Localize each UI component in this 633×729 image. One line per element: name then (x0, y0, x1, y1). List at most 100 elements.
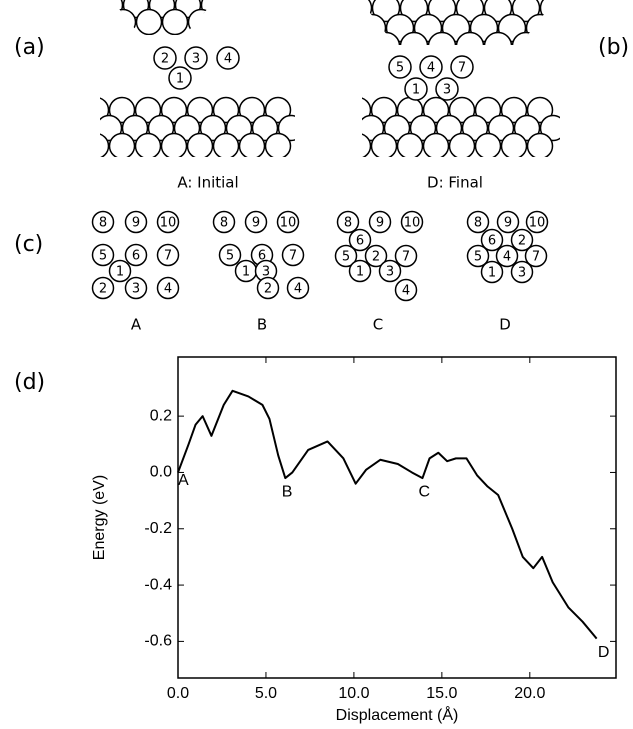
slab-atom (435, 114, 463, 142)
x-tick-label: 0.0 (167, 685, 189, 702)
atom (348, 259, 372, 283)
slab-atom (525, 13, 555, 43)
slab-atom (187, 8, 215, 35)
slab-atom (135, 8, 163, 35)
slab-atom (212, 96, 240, 124)
slab-atom (422, 96, 450, 124)
slab-atom (483, 31, 513, 45)
atom (156, 210, 180, 234)
x-tick-label: 15.0 (426, 685, 457, 702)
slab-atom (108, 132, 136, 157)
atom-number: 2 (161, 52, 169, 67)
atom-number: 4 (294, 282, 302, 297)
slab-atom (526, 132, 554, 157)
y-tick-label: -0.6 (144, 633, 172, 650)
atom-number: 9 (504, 216, 512, 231)
slab-atom (264, 96, 292, 124)
atom (336, 210, 360, 234)
atom (348, 228, 372, 252)
slab-atom (121, 114, 149, 142)
slab (362, 96, 560, 157)
slab-atom (422, 132, 450, 157)
atom-number: 9 (376, 216, 384, 231)
atom (378, 259, 402, 283)
atom (419, 55, 443, 79)
slab-atom (427, 0, 457, 23)
slab-atom (264, 132, 292, 157)
plot-frame (177, 356, 617, 679)
atom-number: 1 (116, 265, 124, 280)
atom-number: 4 (503, 250, 511, 265)
slab-atom (539, 31, 555, 45)
y-axis-label: Energy (eV) (91, 475, 108, 560)
atom (124, 210, 148, 234)
atom-number: 6 (488, 234, 496, 249)
atom (276, 210, 300, 234)
atom (450, 55, 474, 79)
atom (394, 244, 418, 268)
slab-atom (360, 0, 373, 23)
slab-atom (513, 114, 541, 142)
y-tick-label: 0.2 (150, 407, 172, 424)
atom (510, 260, 534, 284)
atom-number: 8 (220, 216, 228, 231)
slab-atom (427, 31, 457, 45)
slab-atom (370, 96, 398, 124)
slab (360, 0, 555, 45)
atom-number: 3 (192, 52, 200, 67)
atom-number: 5 (226, 249, 234, 264)
energy-chart: 0.2 0.0 -0.2 -0.4 -0.6 0.0 5.0 10.0 15.0 20.0 Disp… (91, 356, 617, 724)
atom (524, 244, 548, 268)
configuration-caption: B (257, 316, 267, 334)
atom-number: 9 (252, 216, 260, 231)
slab-atom (526, 96, 554, 124)
atom-number: 7 (402, 250, 410, 265)
slab-atom (474, 132, 502, 157)
slab-atom (371, 0, 401, 23)
slab-atom (160, 132, 188, 157)
atom (108, 259, 132, 283)
slab-atom (399, 0, 429, 23)
atom-number: 5 (342, 250, 350, 265)
configuration-caption: A (131, 316, 142, 334)
slab-atom (161, 8, 189, 35)
atom-number: 3 (386, 265, 394, 280)
atom (480, 260, 504, 284)
atom-number: 2 (372, 250, 380, 265)
atom-number: 4 (164, 282, 172, 297)
atom (124, 276, 148, 300)
slab-atom (455, 0, 485, 23)
atom-number: 6 (356, 234, 364, 249)
atom-number: 1 (242, 265, 250, 280)
slab-atom (360, 13, 387, 43)
atom-slabs (100, 0, 560, 157)
atom (334, 244, 358, 268)
atom-number: 3 (443, 83, 451, 98)
slab-atom (160, 96, 188, 124)
atom-number: 4 (224, 52, 232, 67)
energy-curve (177, 389, 598, 640)
slab-atom (173, 114, 201, 142)
atom-number: 10 (160, 216, 177, 231)
panel-label: (c) (14, 232, 43, 257)
atom-number: 4 (427, 61, 435, 76)
slab-atom (112, 8, 137, 35)
atom-number: 8 (99, 216, 107, 231)
slab-atom (396, 132, 424, 157)
atom (184, 46, 208, 70)
slab-atom (500, 96, 528, 124)
slab-atom (186, 132, 214, 157)
atom-number: 10 (280, 216, 297, 231)
structure-caption: D: Final (427, 174, 483, 192)
atom-number: 7 (164, 249, 172, 264)
atom (466, 210, 490, 234)
atom (495, 244, 519, 268)
slab-atom (483, 0, 513, 23)
atom-number: 5 (396, 61, 404, 76)
atom (368, 210, 392, 234)
atom-number: 8 (474, 216, 482, 231)
atom (404, 77, 428, 101)
slab-atom (362, 133, 372, 157)
slab-atom (147, 114, 175, 142)
